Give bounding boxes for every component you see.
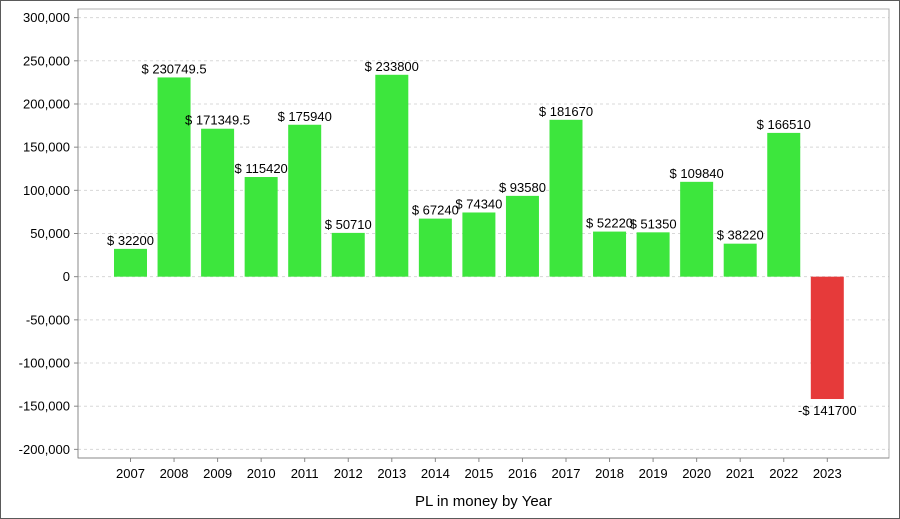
data-label-2010: $ 115420: [235, 161, 288, 176]
y-tick-labels: 300,000 250,000 200,000 150,000 100,000 50,00…: [19, 10, 70, 457]
data-label-2021: $ 38220: [717, 228, 764, 243]
x-axis-title: PL in money by Year: [415, 493, 552, 510]
axes: [77, 9, 889, 459]
data-label-2022: $ 166510: [757, 117, 811, 132]
x-tick-label-2007: 2007: [116, 466, 145, 481]
bar-2023: [810, 276, 844, 400]
y-tick-label: 200,000: [23, 96, 70, 111]
bar-2017: [549, 119, 583, 277]
data-label-2019: $ 51350: [630, 216, 677, 231]
bar-2019: [636, 232, 670, 277]
bar-2008: [157, 77, 191, 277]
bar-2016: [505, 195, 539, 277]
bar-2020: [680, 181, 714, 277]
y-tick-label: -200,000: [19, 442, 70, 457]
x-tick-label-2023: 2023: [813, 466, 842, 481]
x-tick-label-2020: 2020: [682, 466, 711, 481]
x-tick-label-2018: 2018: [595, 466, 624, 481]
data-label-2012: $ 50710: [325, 217, 372, 232]
y-tick-label: 300,000: [23, 10, 70, 25]
bar-2010: [244, 177, 278, 277]
x-tick-label-2019: 2019: [639, 466, 668, 481]
x-tick-label-2013: 2013: [377, 466, 406, 481]
bar-2014: [418, 218, 452, 277]
data-label-2013: $ 233800: [365, 59, 419, 74]
x-tick-label-2008: 2008: [160, 466, 189, 481]
x-tick-label-2015: 2015: [464, 466, 493, 481]
data-label-2011: $ 175940: [278, 109, 332, 124]
data-label-2018: $ 52220: [586, 216, 633, 231]
x-tick-label-2012: 2012: [334, 466, 363, 481]
y-tick-label: -100,000: [19, 356, 70, 371]
x-tick-label-2016: 2016: [508, 466, 537, 481]
x-tick-label-2022: 2022: [769, 466, 798, 481]
x-tick-label-2014: 2014: [421, 466, 450, 481]
data-label-2020: $ 109840: [670, 166, 724, 181]
bars: [114, 74, 844, 400]
data-label-2016: $ 93580: [499, 180, 546, 195]
bar-2009: [201, 128, 235, 277]
x-tick-label-2021: 2021: [726, 466, 755, 481]
y-tick-label: 250,000: [23, 53, 70, 68]
y-tick-label: 0: [63, 269, 70, 284]
bar-2011: [288, 124, 322, 277]
data-label-2023: -$ 141700: [798, 403, 857, 418]
data-labels: $ 32200 $ 230749.5 $ 171349.5 $ 115420 $ 175…: [107, 59, 857, 418]
bar-2012: [331, 232, 365, 277]
bar-2018: [593, 231, 627, 277]
x-tick-labels: 2007 2008 2009 2010 2011 2012 2013 2014 2015 2016…: [116, 458, 842, 481]
x-tick-label-2009: 2009: [203, 466, 232, 481]
bar-2022: [767, 132, 801, 277]
x-tick-label-2017: 2017: [552, 466, 581, 481]
y-tick-label: 50,000: [30, 226, 70, 241]
bar-2013: [375, 74, 409, 277]
data-label-2014: $ 67240: [412, 203, 459, 218]
data-label-2009: $ 171349.5: [185, 113, 250, 128]
data-label-2017: $ 181670: [539, 104, 593, 119]
data-label-2007: $ 32200: [107, 233, 154, 248]
y-tick-label: 100,000: [23, 183, 70, 198]
x-tick-label-2010: 2010: [247, 466, 276, 481]
y-tick-label: 150,000: [23, 140, 70, 155]
data-label-2008: $ 230749.5: [142, 61, 207, 76]
bar-2007: [114, 248, 147, 277]
y-tick-label: -150,000: [19, 399, 70, 414]
x-tick-label-2011: 2011: [291, 466, 319, 481]
y-tick-label: -50,000: [26, 312, 70, 327]
bar-2015: [462, 212, 496, 277]
bar-2021: [723, 243, 757, 277]
data-label-2015: $ 74340: [455, 196, 502, 211]
